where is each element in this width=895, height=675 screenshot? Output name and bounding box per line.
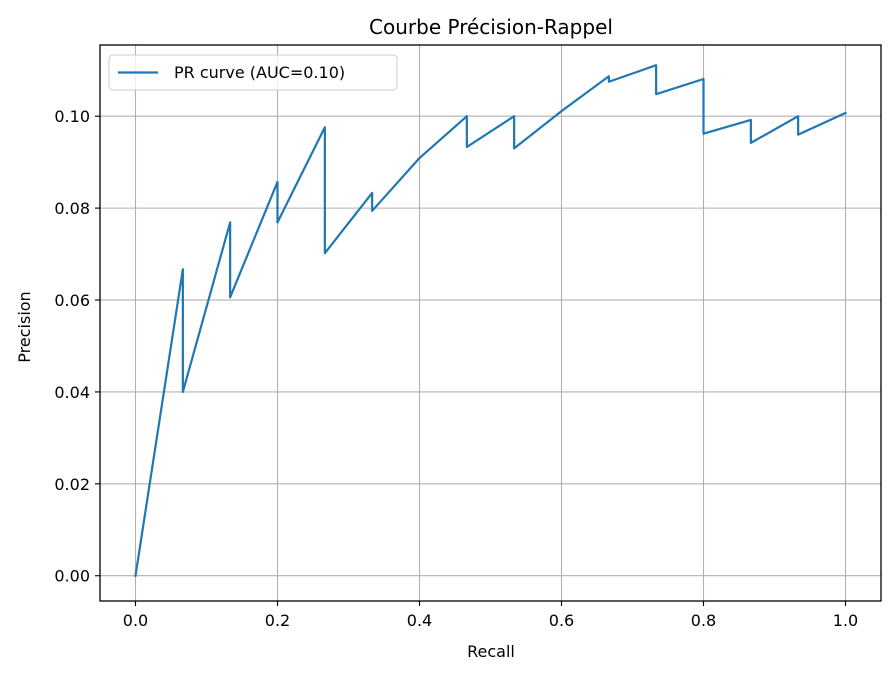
x-tick-label: 0.0 [123,611,148,630]
y-axis-label: Precision [15,291,34,362]
x-tick-label: 0.2 [265,611,290,630]
legend: PR curve (AUC=0.10) [108,54,398,91]
pr-curve-line [134,64,847,577]
x-tick-label: 0.4 [407,611,432,630]
ticks: 0.0 0.2 0.4 0.6 0.8 1.0 0.00 0.02 0.04 0.06 0.08 0.… [54,107,858,630]
y-tick-label: 0.08 [54,199,90,218]
legend-box [108,54,398,91]
y-tick-label: 0.04 [54,383,90,402]
x-tick-label: 0.6 [549,611,574,630]
x-tick-label: 1.0 [833,611,858,630]
plot-frame [99,44,882,602]
series-layer [134,64,847,577]
y-tick-label: 0.00 [54,567,90,586]
y-tick-label: 0.02 [54,475,90,494]
chart-title: Courbe Précision-Rappel [369,15,613,39]
y-tick-label: 0.06 [54,291,90,310]
legend-label: PR curve (AUC=0.10) [174,63,345,82]
x-tick-label: 0.8 [691,611,716,630]
y-tick-label: 0.10 [54,107,90,126]
grid [100,45,881,601]
x-axis-label: Recall [467,642,515,661]
